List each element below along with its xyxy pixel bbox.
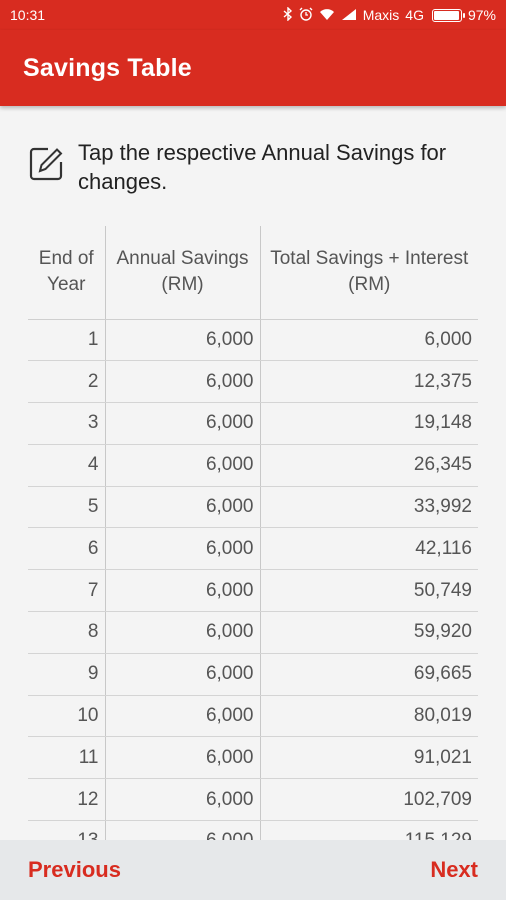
annual-savings-cell[interactable]: 6,000 xyxy=(104,695,260,738)
annual-savings-cell[interactable]: 6,000 xyxy=(104,527,260,571)
table-header-row: End of Year Annual Savings (RM) Total Sa… xyxy=(28,226,478,320)
previous-button[interactable]: Previous xyxy=(28,857,121,882)
app-bar: Savings Table xyxy=(0,30,506,106)
year-cell: 2 xyxy=(28,360,105,404)
annual-savings-cell[interactable]: 6,000 xyxy=(104,653,260,696)
page-title: Savings Table xyxy=(23,53,192,82)
year-cell: 13 xyxy=(28,820,105,840)
annual-savings-cell[interactable]: 6,000 xyxy=(104,360,260,404)
table-row: 4 6,000 26,345 xyxy=(28,444,478,487)
total-savings-cell: 26,345 xyxy=(259,444,478,487)
header-annual-savings: Annual Savings (RM) xyxy=(104,226,260,320)
total-savings-cell: 91,021 xyxy=(259,736,478,780)
total-savings-cell: 69,665 xyxy=(259,653,478,696)
alarm-icon xyxy=(299,7,313,23)
network-label: 4G xyxy=(405,7,424,23)
total-savings-cell: 59,920 xyxy=(259,611,478,654)
battery-icon xyxy=(431,8,465,22)
wifi-icon xyxy=(319,8,335,23)
table-row: 11 6,000 91,021 xyxy=(28,736,478,780)
year-cell: 1 xyxy=(28,319,105,362)
table-row: 3 6,000 19,148 xyxy=(28,402,478,445)
total-savings-cell: 50,749 xyxy=(259,569,478,613)
hint-text: Tap the respective Annual Savings for ch… xyxy=(78,140,447,194)
total-savings-cell: 80,019 xyxy=(259,695,478,738)
annual-savings-cell[interactable]: 6,000 xyxy=(104,611,260,654)
savings-table-scroll[interactable]: End of Year Annual Savings (RM) Total Sa… xyxy=(28,226,478,840)
annual-savings-cell[interactable]: 6,000 xyxy=(104,319,260,362)
table-row: 9 6,000 69,665 xyxy=(28,653,478,696)
footer-nav: Previous Next xyxy=(0,840,506,900)
total-savings-cell: 6,000 xyxy=(259,319,478,362)
annual-savings-cell[interactable]: 6,000 xyxy=(104,820,260,840)
table-body: 1 6,000 6,000 2 6,000 12,375 3 6,000 19,148 4 6,00… xyxy=(28,319,478,840)
table-row: 136,000115,129 xyxy=(28,820,478,840)
status-time: 10:31 xyxy=(10,7,46,23)
table-row: 6 6,000 42,116 xyxy=(28,527,478,571)
table-row: 8 6,000 59,920 xyxy=(28,611,478,654)
table-row: 12 6,000 102,709 xyxy=(28,778,478,822)
year-cell: 5 xyxy=(28,486,105,529)
status-icons: Maxis 4G 97% xyxy=(283,6,496,23)
next-button[interactable]: Next xyxy=(430,857,478,882)
year-cell: 3 xyxy=(28,402,105,445)
year-cell: 8 xyxy=(28,611,105,654)
annual-savings-cell[interactable]: 6,000 xyxy=(104,402,260,445)
header-end-of-year: End of Year xyxy=(28,226,105,320)
year-cell: 10 xyxy=(28,695,105,738)
table-row: 7 6,000 50,749 xyxy=(28,569,478,613)
battery-fill xyxy=(433,10,460,20)
total-savings-cell: 115,129 xyxy=(259,820,478,840)
year-cell: 11 xyxy=(28,736,105,780)
total-savings-cell: 102,709 xyxy=(259,778,478,822)
table-row: 2 6,000 12,375 xyxy=(28,360,478,404)
annual-savings-cell[interactable]: 6,000 xyxy=(104,569,260,613)
total-savings-cell: 33,992 xyxy=(259,486,478,529)
table-row: 1 6,000 6,000 xyxy=(28,319,478,362)
annual-savings-cell[interactable]: 6,000 xyxy=(104,736,260,780)
total-savings-cell: 19,148 xyxy=(259,402,478,445)
savings-table: End of Year Annual Savings (RM) Total Sa… xyxy=(28,226,478,840)
annual-savings-cell[interactable]: 6,000 xyxy=(104,778,260,822)
hint-message: Tap the respective Annual Savings for ch… xyxy=(28,138,488,196)
status-bar: 10:31 Maxis 4G 97% xyxy=(0,0,506,30)
annual-savings-cell[interactable]: 6,000 xyxy=(104,486,260,529)
signal-icon xyxy=(341,8,357,23)
year-cell: 7 xyxy=(28,569,105,613)
bluetooth-icon xyxy=(283,6,293,23)
table-row: 10 6,000 80,019 xyxy=(28,695,478,738)
year-cell: 9 xyxy=(28,653,105,696)
total-savings-cell: 42,116 xyxy=(259,527,478,571)
header-total-savings: Total Savings + Interest (RM) xyxy=(259,226,478,320)
year-cell: 6 xyxy=(28,527,105,571)
battery-percent: 97% xyxy=(467,7,496,23)
edit-icon xyxy=(28,146,68,186)
annual-savings-cell[interactable]: 6,000 xyxy=(104,444,260,487)
year-cell: 4 xyxy=(28,444,105,487)
year-cell: 12 xyxy=(28,778,105,822)
carrier-label: Maxis xyxy=(362,7,400,23)
total-savings-cell: 12,375 xyxy=(259,360,478,404)
table-row: 5 6,000 33,992 xyxy=(28,486,478,529)
